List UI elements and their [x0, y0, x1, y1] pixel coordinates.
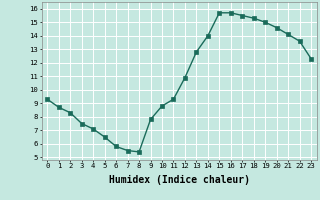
X-axis label: Humidex (Indice chaleur): Humidex (Indice chaleur)	[109, 175, 250, 185]
